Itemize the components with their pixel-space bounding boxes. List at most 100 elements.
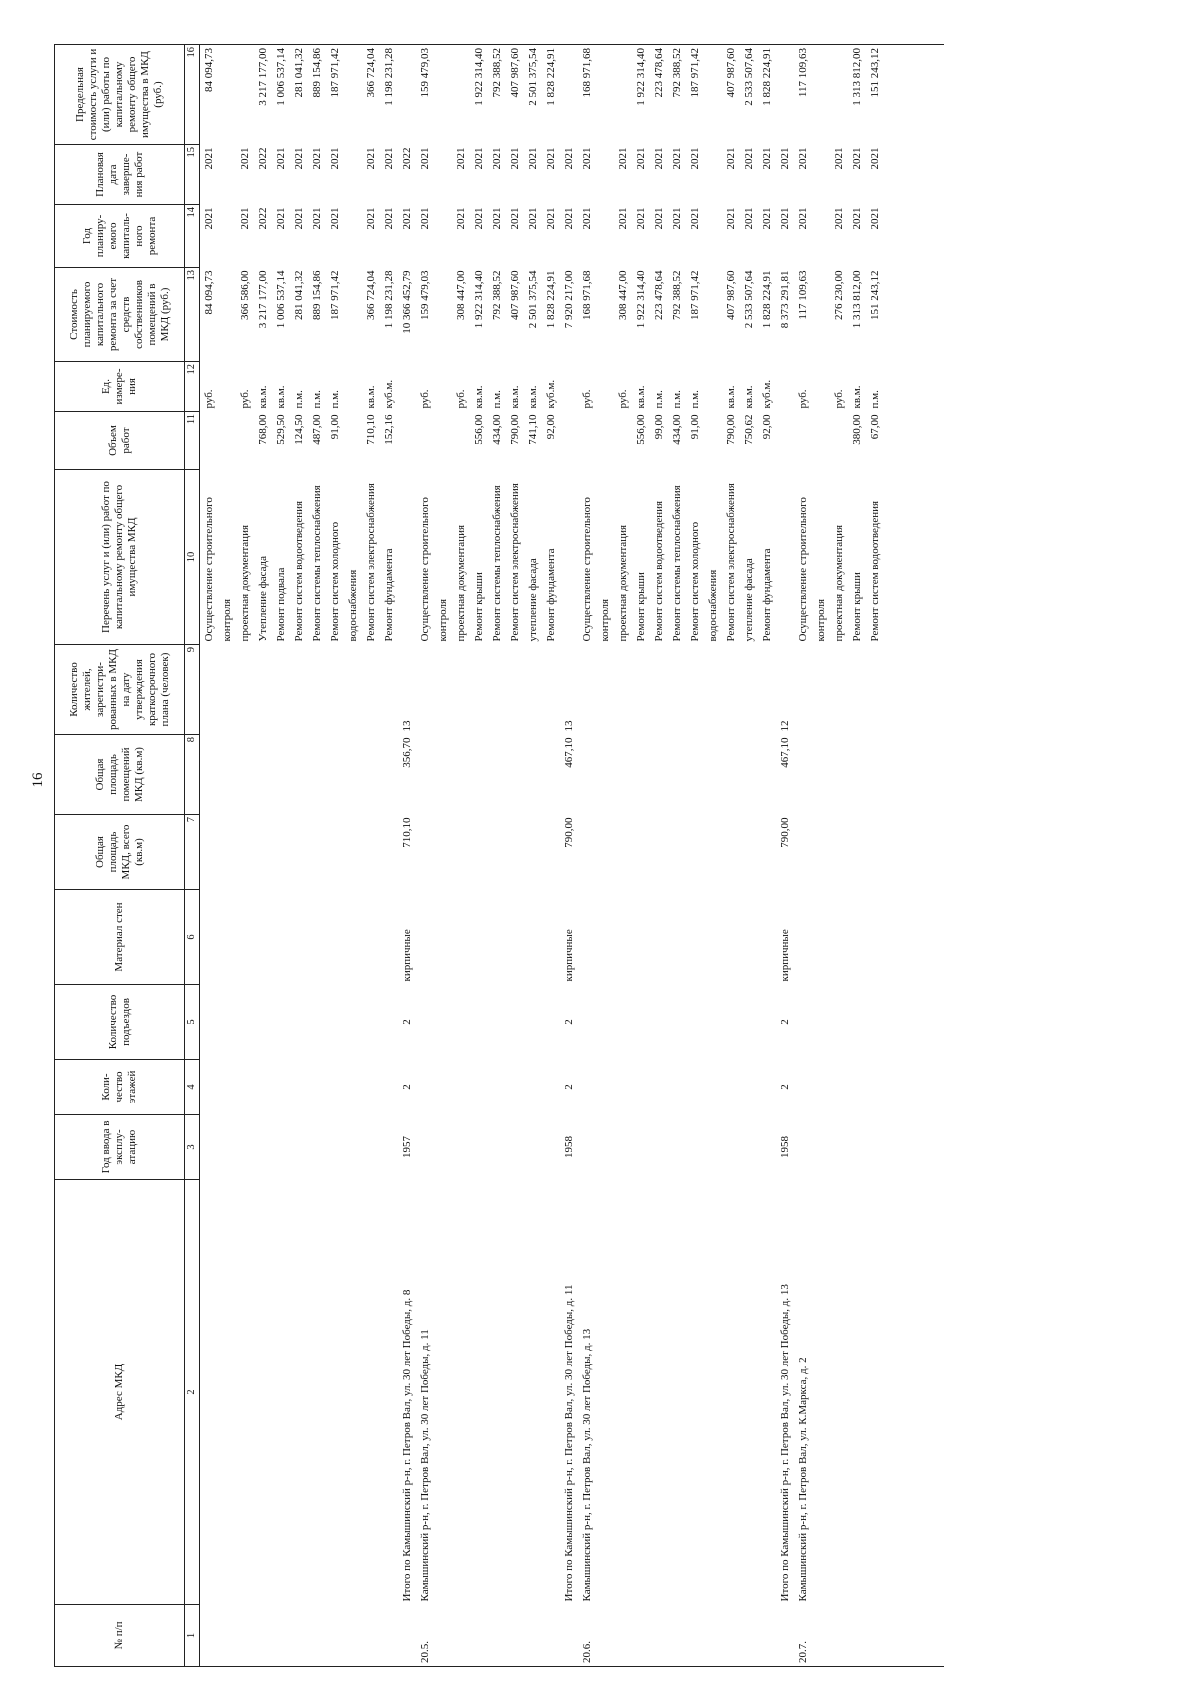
work-name-cell: Ремонт фундамента (383, 548, 395, 642)
max-cost-cell (830, 44, 848, 145)
residents-cell (452, 645, 470, 735)
empty-cell (884, 1115, 944, 1180)
cost-cell: 7 920 217,00 (563, 270, 575, 329)
premises-area-cell (326, 735, 362, 815)
table-row: утепление фасада 741,10 кв.м. 2 501 375,54 2… (524, 44, 542, 1667)
address-cell (866, 1180, 884, 1605)
work-volume-cell (398, 412, 416, 470)
empty-cell (884, 1060, 944, 1115)
cost-cell: 117 109,63 (797, 270, 809, 320)
table-row: утепление фасада 750,62 кв.м. 2 533 507,64 2… (740, 44, 758, 1667)
cost-cell: 84 094,73 (203, 270, 215, 315)
wall-material-cell (506, 890, 524, 985)
cost-cell: 276 230,00 (833, 270, 845, 321)
total-area-cell (758, 815, 776, 890)
row-number-cell (542, 1604, 560, 1667)
entrances-cell (452, 985, 470, 1060)
premises-area-cell (470, 735, 488, 815)
unit-cell: руб. (455, 389, 467, 409)
header-completion-date: Плановая дата заверше-ния работ (54, 144, 185, 205)
premises-area-cell (290, 735, 308, 815)
total-area-cell (614, 815, 632, 890)
work-name-cell: Осуществление строительного контроля (203, 497, 233, 642)
completion-date-cell: 2021 (275, 147, 287, 170)
work-name-cell: Ремонт системы теплоснабжения (671, 485, 683, 642)
header-floors: Коли-чество этажей (54, 1059, 185, 1115)
total-area-cell: 790,00 (563, 817, 575, 848)
table-row: Ремонт фундамента 92,00 куб.м. 1 828 224,91… (758, 44, 776, 1667)
work-volume-cell: 487,00 (311, 414, 323, 445)
max-cost-cell: 1 828 224,91 (542, 44, 560, 145)
row-number-cell (272, 1604, 290, 1667)
table-row: Ремонт систем водоотведения 99,00 п.м. 223 … (650, 44, 668, 1667)
work-volume-cell (200, 412, 237, 470)
header-premises-area: Общая площадь помещений МКД (кв.м) (54, 734, 185, 815)
wall-material-cell (722, 890, 740, 985)
repair-plan-table: № п/п Адрес МКД Год ввода в эксплу-атаци… (54, 44, 944, 1667)
entrances-cell (668, 985, 686, 1060)
premises-area-cell (866, 735, 884, 815)
unit-cell: руб. (419, 389, 431, 409)
work-name-cell: Ремонт крыши (635, 572, 647, 642)
repair-year-cell: 2021 (329, 207, 341, 230)
floors-cell (722, 1060, 740, 1115)
entrances-cell (470, 985, 488, 1060)
repair-year-cell: 2021 (779, 207, 791, 230)
header-year-built: Год ввода в эксплу-атацию (54, 1114, 185, 1180)
empty-cell (884, 362, 944, 412)
max-cost-cell (452, 44, 470, 145)
address-cell (470, 1180, 488, 1605)
floors-cell (524, 1060, 542, 1115)
work-volume-cell (236, 412, 254, 470)
row-number-cell (326, 1604, 362, 1667)
header-volume: Объем работ (54, 411, 185, 470)
floors-cell: 2 (779, 1084, 791, 1090)
entrances-cell (542, 985, 560, 1060)
address-cell (200, 1180, 237, 1605)
year-built-cell (506, 1115, 524, 1180)
year-built-cell (290, 1115, 308, 1180)
address-cell: Итого по Камышинский р-н, г. Петров Вал,… (563, 1284, 575, 1602)
entrances-cell (866, 985, 884, 1060)
total-area-cell (740, 815, 758, 890)
header-cost: Стоимость планируемого капитального ремо… (54, 267, 185, 362)
floors-cell (740, 1060, 758, 1115)
entrances-cell (848, 985, 866, 1060)
repair-year-cell: 2021 (401, 207, 413, 230)
completion-date-cell: 2021 (743, 147, 755, 170)
wall-material-cell: кирпичные (779, 929, 791, 982)
work-name-cell: проектная документация (239, 524, 251, 642)
table-row: Ремонт крыши 556,00 кв.м. 1 922 314,40 2021 2… (632, 44, 650, 1667)
work-volume-cell: 91,00 (329, 414, 341, 440)
wall-material-cell (470, 890, 488, 985)
work-volume-cell (830, 412, 848, 470)
work-volume-cell: 434,00 (671, 414, 683, 445)
total-row: Итого по Камышинский р-н, г. Петров Вал,… (776, 44, 794, 1667)
floors-cell (254, 1060, 272, 1115)
completion-date-cell: 2021 (851, 147, 863, 170)
floors-cell (488, 1060, 506, 1115)
premises-area-cell (524, 735, 542, 815)
residents-cell (308, 645, 326, 735)
entrances-cell (506, 985, 524, 1060)
row-number-cell (740, 1604, 758, 1667)
cost-cell: 159 479,03 (419, 270, 431, 321)
cost-cell: 308 447,00 (455, 270, 467, 321)
residents-cell: 12 (779, 720, 791, 732)
address-cell (614, 1180, 632, 1605)
unit-cell (776, 362, 794, 412)
residents-cell: 13 (401, 720, 413, 732)
entrances-cell (614, 985, 632, 1060)
header-works-list: Перечень услуг и (или) работ по капиталь… (54, 469, 185, 645)
work-name-cell: Ремонт систем водоотведения (869, 500, 881, 642)
max-cost-cell: 187 971,42 (686, 44, 722, 145)
work-volume-cell: 434,00 (491, 414, 503, 445)
column-number: 4 (184, 1059, 200, 1115)
unit-cell: куб.м. (545, 379, 557, 409)
unit-cell (560, 362, 578, 412)
unit-cell: кв.м. (743, 385, 755, 409)
address-cell (326, 1180, 362, 1605)
row-number-cell (236, 1604, 254, 1667)
column-number: 5 (184, 984, 200, 1060)
cost-cell: 1 922 314,40 (635, 270, 647, 329)
